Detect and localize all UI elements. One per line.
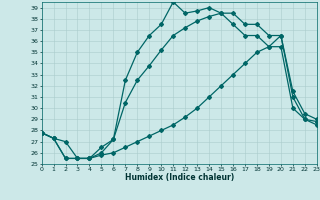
X-axis label: Humidex (Indice chaleur): Humidex (Indice chaleur)	[124, 173, 234, 182]
